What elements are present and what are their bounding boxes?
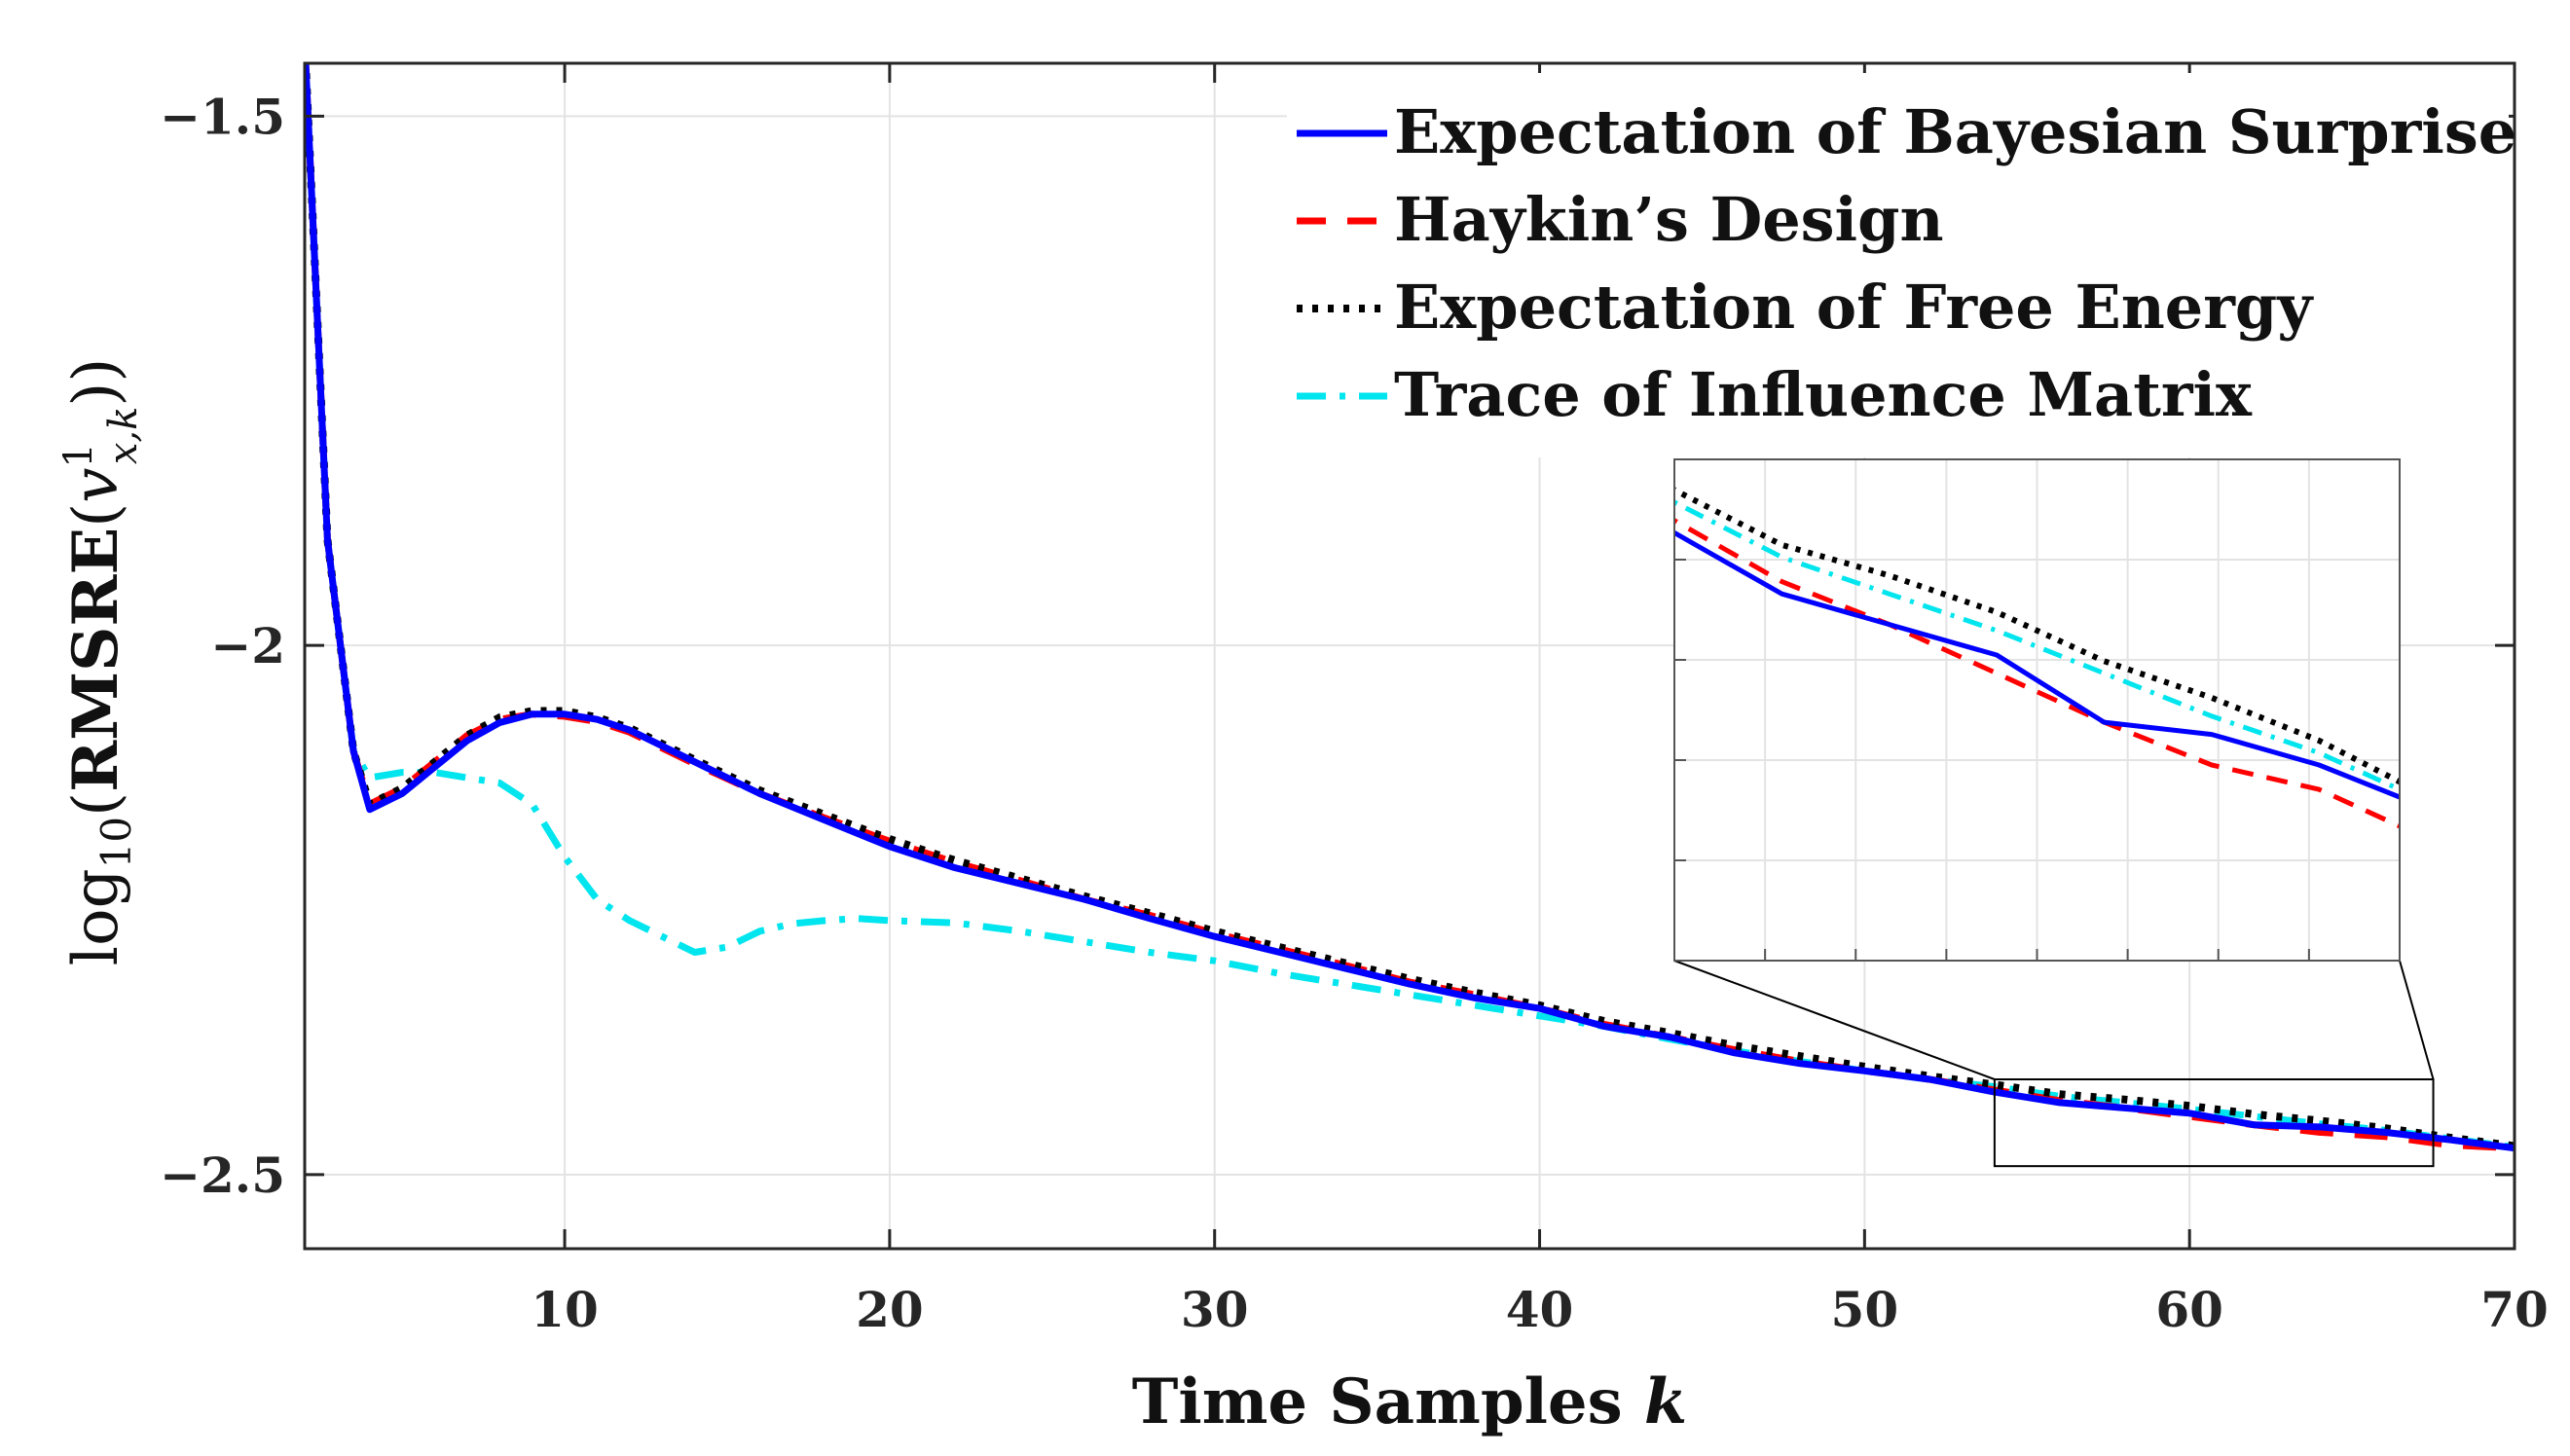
y-label-open: ( bbox=[60, 792, 132, 817]
y-label-close: )) bbox=[60, 358, 132, 407]
x-tick-label: 20 bbox=[856, 1281, 924, 1338]
x-tick-label: 50 bbox=[1831, 1281, 1899, 1338]
y-tick-label: −2 bbox=[210, 617, 285, 674]
legend-label-0: Expectation of Bayesian Surprise bbox=[1394, 96, 2516, 167]
y-label-base: 10 bbox=[92, 817, 140, 868]
inset-grid-lines bbox=[1674, 459, 2400, 961]
zoom-connector-left bbox=[1673, 960, 1996, 1080]
inset-series-line-2 bbox=[1674, 487, 2400, 785]
x-tick-label: 30 bbox=[1181, 1281, 1249, 1338]
legend-label-3: Trace of Influence Matrix bbox=[1394, 359, 2253, 430]
x-tick-label: 70 bbox=[2480, 1281, 2549, 1338]
y-label-var: v bbox=[60, 468, 132, 503]
series-line-0 bbox=[305, 63, 2515, 1152]
y-label-sub: x,k bbox=[101, 407, 146, 465]
series-line-3 bbox=[305, 63, 2515, 1151]
x-axis-label: Time Samples k bbox=[1132, 1365, 1688, 1438]
inset-tick-marks bbox=[1674, 559, 2310, 961]
x-axis-label-text: Time Samples bbox=[1132, 1365, 1644, 1438]
y-label-func: RMSRE bbox=[59, 528, 132, 792]
y-tick-label: −1.5 bbox=[160, 88, 285, 145]
y-tick-labels: −1.5 −2 −2.5 bbox=[160, 88, 285, 1204]
x-tick-label: 10 bbox=[531, 1281, 599, 1338]
y-label-log: log bbox=[60, 868, 132, 965]
y-tick-label: −2.5 bbox=[160, 1147, 285, 1204]
zoom-region-box bbox=[1993, 1078, 2435, 1168]
x-tick-label: 60 bbox=[2155, 1281, 2223, 1338]
main-series-group bbox=[305, 63, 2515, 1152]
legend: Expectation of Bayesian Surprise Haykin’s… bbox=[1287, 73, 2516, 457]
legend-box bbox=[1287, 73, 2509, 457]
y-label-sup: 1 bbox=[56, 443, 101, 467]
plot-frame bbox=[303, 61, 2516, 1251]
legend-label-1: Haykin’s Design bbox=[1394, 184, 1944, 255]
legend-label-2: Expectation of Free Energy bbox=[1394, 272, 2314, 343]
y-axis-label: log10(RMSRE(v1x,k)) bbox=[56, 358, 146, 966]
inset-series-line-1 bbox=[1674, 517, 2400, 829]
inset-series-group bbox=[1674, 487, 2400, 829]
y-label-open2: ( bbox=[60, 503, 132, 528]
tick-marks bbox=[305, 63, 2516, 1249]
inset-series-line-0 bbox=[1674, 529, 2400, 800]
x-tick-labels: 10 20 30 40 50 60 70 bbox=[531, 1281, 2549, 1338]
zoom-connector-right bbox=[2399, 960, 2435, 1080]
x-axis-label-var: k bbox=[1644, 1365, 1687, 1438]
x-tick-label: 40 bbox=[1506, 1281, 1574, 1338]
